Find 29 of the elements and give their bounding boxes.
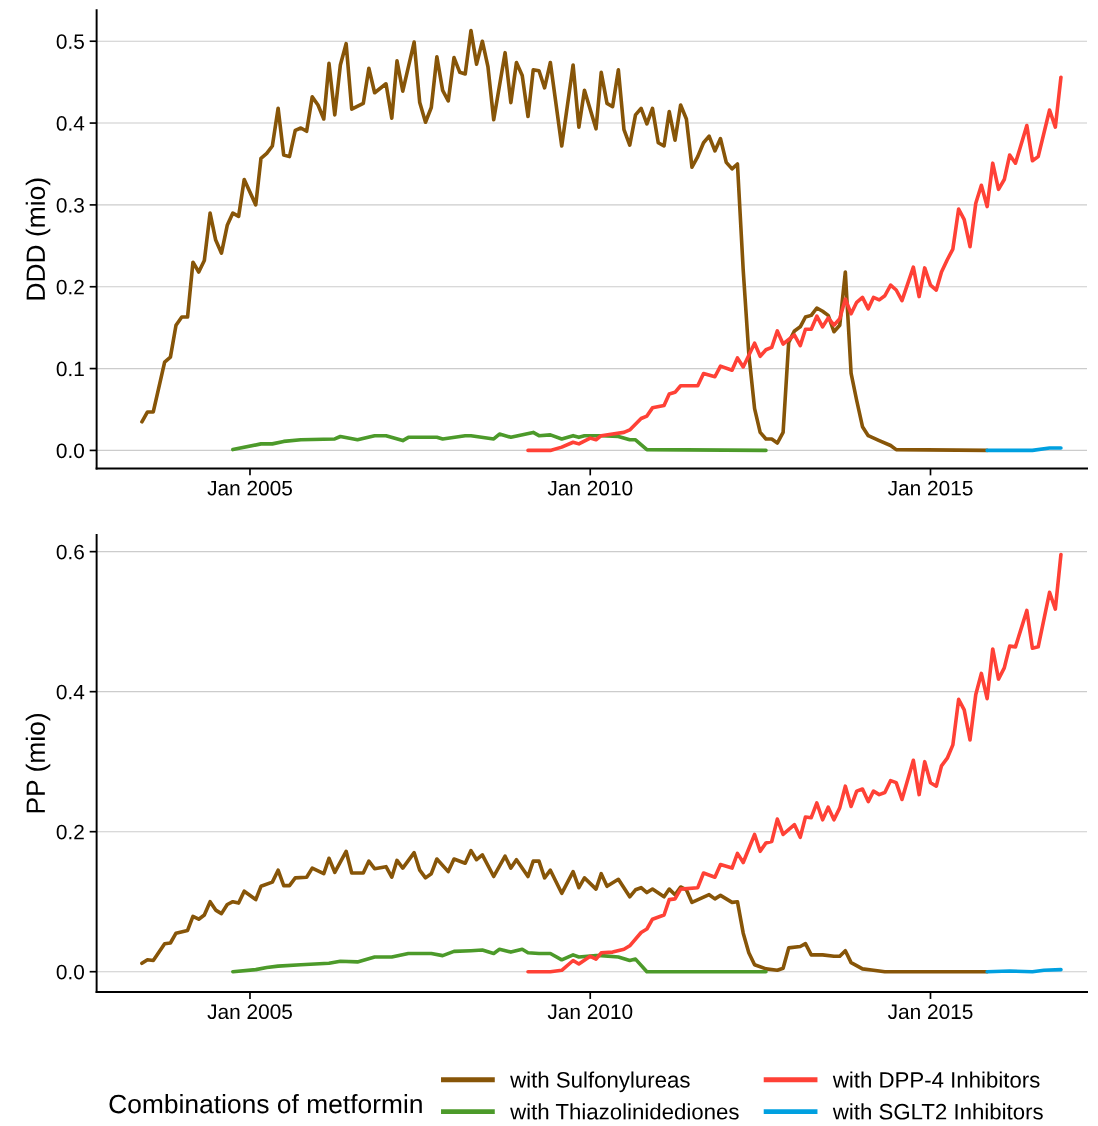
line-series [526,75,1063,453]
x-tick-label: Jan 2005 [207,1004,292,1020]
y-tick-label: 0.4 [56,116,85,131]
legend-label: with Sulfonylureas [510,1071,690,1093]
y-tick-label: 0.3 [56,197,84,213]
line-series [231,947,768,974]
legend-title: Combinations of metformin [109,1094,422,1114]
y-tick-label: 0.2 [56,824,84,840]
x-tick-label: Jan 2010 [547,480,633,496]
y-tick-label: 0.5 [56,34,84,49]
y-axis-title: DDD (mio) [25,178,51,300]
x-tick-label: Jan 2010 [547,1004,633,1020]
legend-label: with Thiazolinidediones [510,1103,739,1120]
line-series [140,28,989,453]
y-tick-label: 0.4 [56,684,85,700]
legend-label: with DPP-4 Inhibitors [832,1071,1040,1088]
line-series [231,430,768,453]
line-series [140,848,989,974]
legend-label: with SGLT2 Inhibitors [832,1103,1043,1120]
x-tick-label: Jan 2015 [887,1004,973,1020]
y-tick-label: 0.1 [56,361,84,377]
y-tick-label: 0.6 [56,544,84,560]
x-tick-label: Jan 2005 [207,480,292,496]
y-tick-label: 0.2 [56,279,84,295]
y-tick-label: 0.0 [56,443,85,459]
y-tick-label: 0.0 [56,964,85,980]
line-series [526,552,1063,974]
x-tick-label: Jan 2015 [887,480,973,496]
y-axis-title: PP (mio) [25,713,51,813]
